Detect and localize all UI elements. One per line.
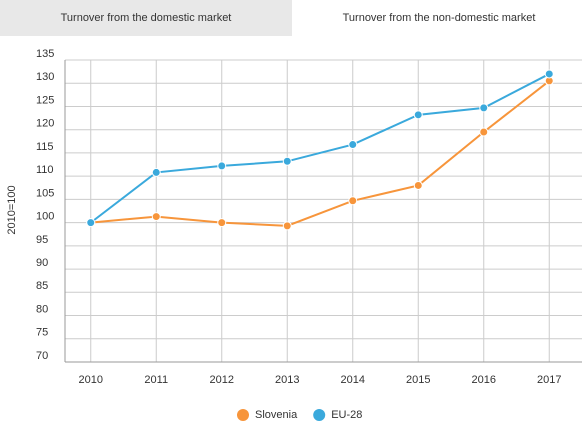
- y-axis-label: 2010=100: [6, 185, 18, 234]
- point: [479, 103, 489, 113]
- y-tick-label: 130: [36, 71, 54, 83]
- point: [217, 218, 227, 228]
- y-tick-label: 135: [36, 48, 54, 60]
- x-tick-label: 2015: [406, 374, 430, 386]
- legend-label: Slovenia: [255, 409, 298, 421]
- x-tick-label: 2013: [275, 374, 299, 386]
- x-tick-label: 2017: [537, 374, 561, 386]
- point: [479, 127, 489, 137]
- point: [151, 212, 161, 222]
- x-tick-label: 2012: [210, 374, 234, 386]
- point: [348, 196, 358, 206]
- point: [282, 156, 292, 166]
- point: [217, 161, 227, 171]
- point: [282, 221, 292, 231]
- line: [90, 73, 550, 224]
- x-tick-label: 2010: [79, 374, 103, 386]
- y-tick-label: 115: [36, 141, 54, 153]
- x-tick-label: 2011: [144, 374, 168, 386]
- point: [544, 69, 554, 79]
- y-tick-label: 80: [36, 303, 48, 315]
- point: [151, 167, 161, 177]
- x-tick-label: 2014: [341, 374, 365, 386]
- y-tick-label: 100: [36, 211, 54, 223]
- y-tick-label: 70: [36, 350, 48, 362]
- legend-label: EU-28: [331, 409, 362, 421]
- y-tick-label: 95: [36, 234, 48, 246]
- y-tick-label: 110: [36, 164, 54, 176]
- line: [90, 80, 550, 227]
- y-tick-label: 120: [36, 118, 54, 130]
- legend-marker: [313, 409, 326, 421]
- y-tick-label: 125: [36, 94, 54, 106]
- point: [413, 110, 423, 120]
- point: [348, 140, 358, 150]
- y-tick-label: 85: [36, 280, 48, 292]
- tab-active[interactable]: Turnover from the non-domestic market: [293, 0, 585, 36]
- y-tick-label: 90: [36, 257, 48, 269]
- legend-marker: [237, 409, 249, 421]
- y-tick-label: 105: [36, 187, 54, 199]
- point: [413, 180, 423, 190]
- point: [86, 218, 96, 228]
- x-tick-label: 2016: [472, 374, 496, 386]
- y-tick-label: 75: [36, 327, 48, 339]
- tab[interactable]: Turnover from the domestic market: [0, 0, 292, 36]
